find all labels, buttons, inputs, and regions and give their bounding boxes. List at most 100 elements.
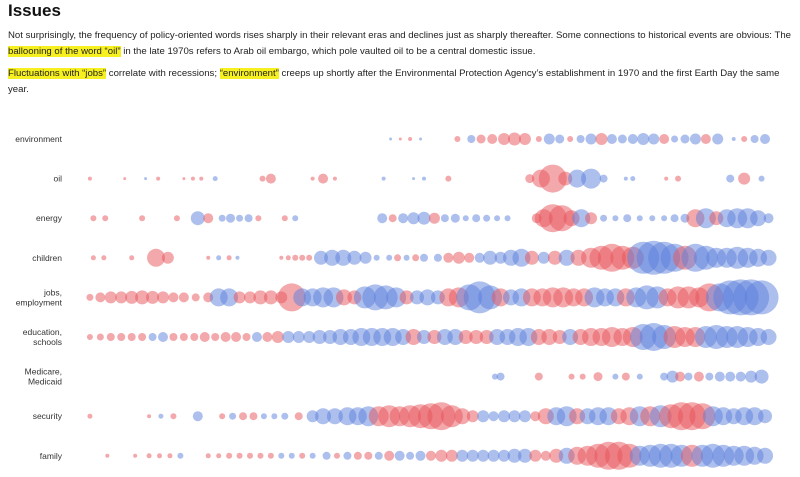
bubble-point (680, 134, 690, 144)
bubble-point (558, 249, 575, 266)
bubble-point (406, 451, 415, 460)
intro-text: creeps up shortly after the Environmenta… (8, 68, 780, 95)
bubble-point (581, 168, 602, 189)
bubble-point (488, 411, 499, 422)
bubble-point (466, 410, 479, 423)
row-label: education, (23, 327, 62, 337)
bubble-point (600, 214, 608, 222)
bubble-point (255, 215, 262, 222)
bubble-point (144, 177, 148, 181)
bubble-point (95, 292, 106, 303)
bubble-point (741, 136, 748, 142)
bubble-point (714, 371, 725, 382)
bubble-point (96, 333, 104, 341)
bubble-point (572, 209, 591, 228)
row-label: energy (36, 213, 63, 223)
bubble-point (247, 452, 253, 459)
bubble-point (425, 450, 436, 461)
bubble-point (508, 410, 521, 423)
bubble-point (419, 137, 423, 141)
bubble-point (412, 177, 416, 181)
bubble-point (705, 372, 714, 381)
bubble-point (312, 330, 327, 344)
bubble-point (157, 291, 169, 304)
bubble-point (262, 332, 273, 342)
bubble-point (310, 176, 315, 181)
bubble-point (309, 452, 316, 459)
bubble-point (239, 412, 248, 421)
bubble-point (462, 215, 469, 222)
bubble-point (477, 410, 490, 423)
bubble-point (494, 251, 507, 264)
bubble-point (292, 254, 299, 261)
bubble-point (547, 250, 562, 265)
bubble-point (419, 289, 436, 306)
bubble-point (125, 290, 139, 304)
bubble-point (750, 135, 759, 143)
bubble-point (517, 448, 532, 463)
bubble-point (101, 255, 107, 261)
bubble-point (433, 253, 442, 262)
bubble-point (567, 136, 574, 142)
bubble-point (671, 135, 679, 143)
bubble-point (666, 370, 679, 383)
bubble-point (735, 371, 746, 382)
bubble-point (282, 331, 295, 343)
bubble-point (579, 373, 586, 380)
bubble-point (725, 371, 736, 382)
bubble-point (173, 215, 180, 222)
bubble-point (649, 215, 656, 222)
bubble-point (123, 177, 127, 181)
intro-text: correlate with recessions; (106, 68, 220, 79)
bubble-point (306, 254, 313, 261)
bubble-point (394, 254, 402, 262)
bubble-point (381, 176, 386, 181)
bubble-point (318, 173, 329, 184)
bubble-point (422, 176, 426, 181)
bubble-point (335, 289, 352, 306)
bubble-point (353, 451, 362, 460)
bubble-point (420, 253, 428, 262)
bubble-point (504, 215, 511, 222)
bubble-point (359, 251, 372, 264)
bubble-point (415, 450, 426, 461)
bubble-point (236, 214, 244, 222)
bubble-point (157, 453, 163, 459)
bubble-point (226, 452, 233, 459)
bubble-point (428, 212, 440, 224)
bubble-point (623, 214, 632, 223)
bubble-point (760, 329, 777, 345)
bubble-point (294, 412, 303, 421)
bubble-point (763, 213, 774, 224)
bubble-point (403, 254, 410, 261)
bubble-point (745, 370, 758, 383)
bubble-point (530, 411, 541, 422)
bubble-point (661, 215, 668, 222)
bubble-point (299, 452, 306, 459)
bubble-point (332, 176, 337, 181)
bubble-point (244, 214, 253, 223)
bubble-point (139, 215, 146, 222)
bubble-point (168, 292, 179, 303)
bubble-point (568, 169, 587, 188)
bubble-point (750, 210, 767, 227)
bubble-point (384, 450, 395, 461)
bubble-point (731, 137, 736, 141)
bubble-point (660, 372, 669, 381)
bubble-point (670, 214, 679, 223)
bubble-point (303, 331, 316, 343)
bubble-point (758, 409, 773, 424)
bubble-point (541, 329, 558, 345)
bubble-point (220, 332, 231, 342)
bubble-point (219, 413, 226, 420)
intro-text: Not surprisingly, the frequency of polic… (8, 30, 791, 41)
page-title: Issues (8, 1, 61, 20)
bubble-point (161, 251, 174, 264)
bubble-point (146, 290, 160, 304)
bubble-point (535, 136, 542, 142)
bubble-point (675, 371, 686, 382)
bubble-point (745, 407, 764, 426)
bubble-point (466, 449, 479, 462)
bubble-point (249, 412, 258, 421)
bubble-point (373, 254, 380, 261)
